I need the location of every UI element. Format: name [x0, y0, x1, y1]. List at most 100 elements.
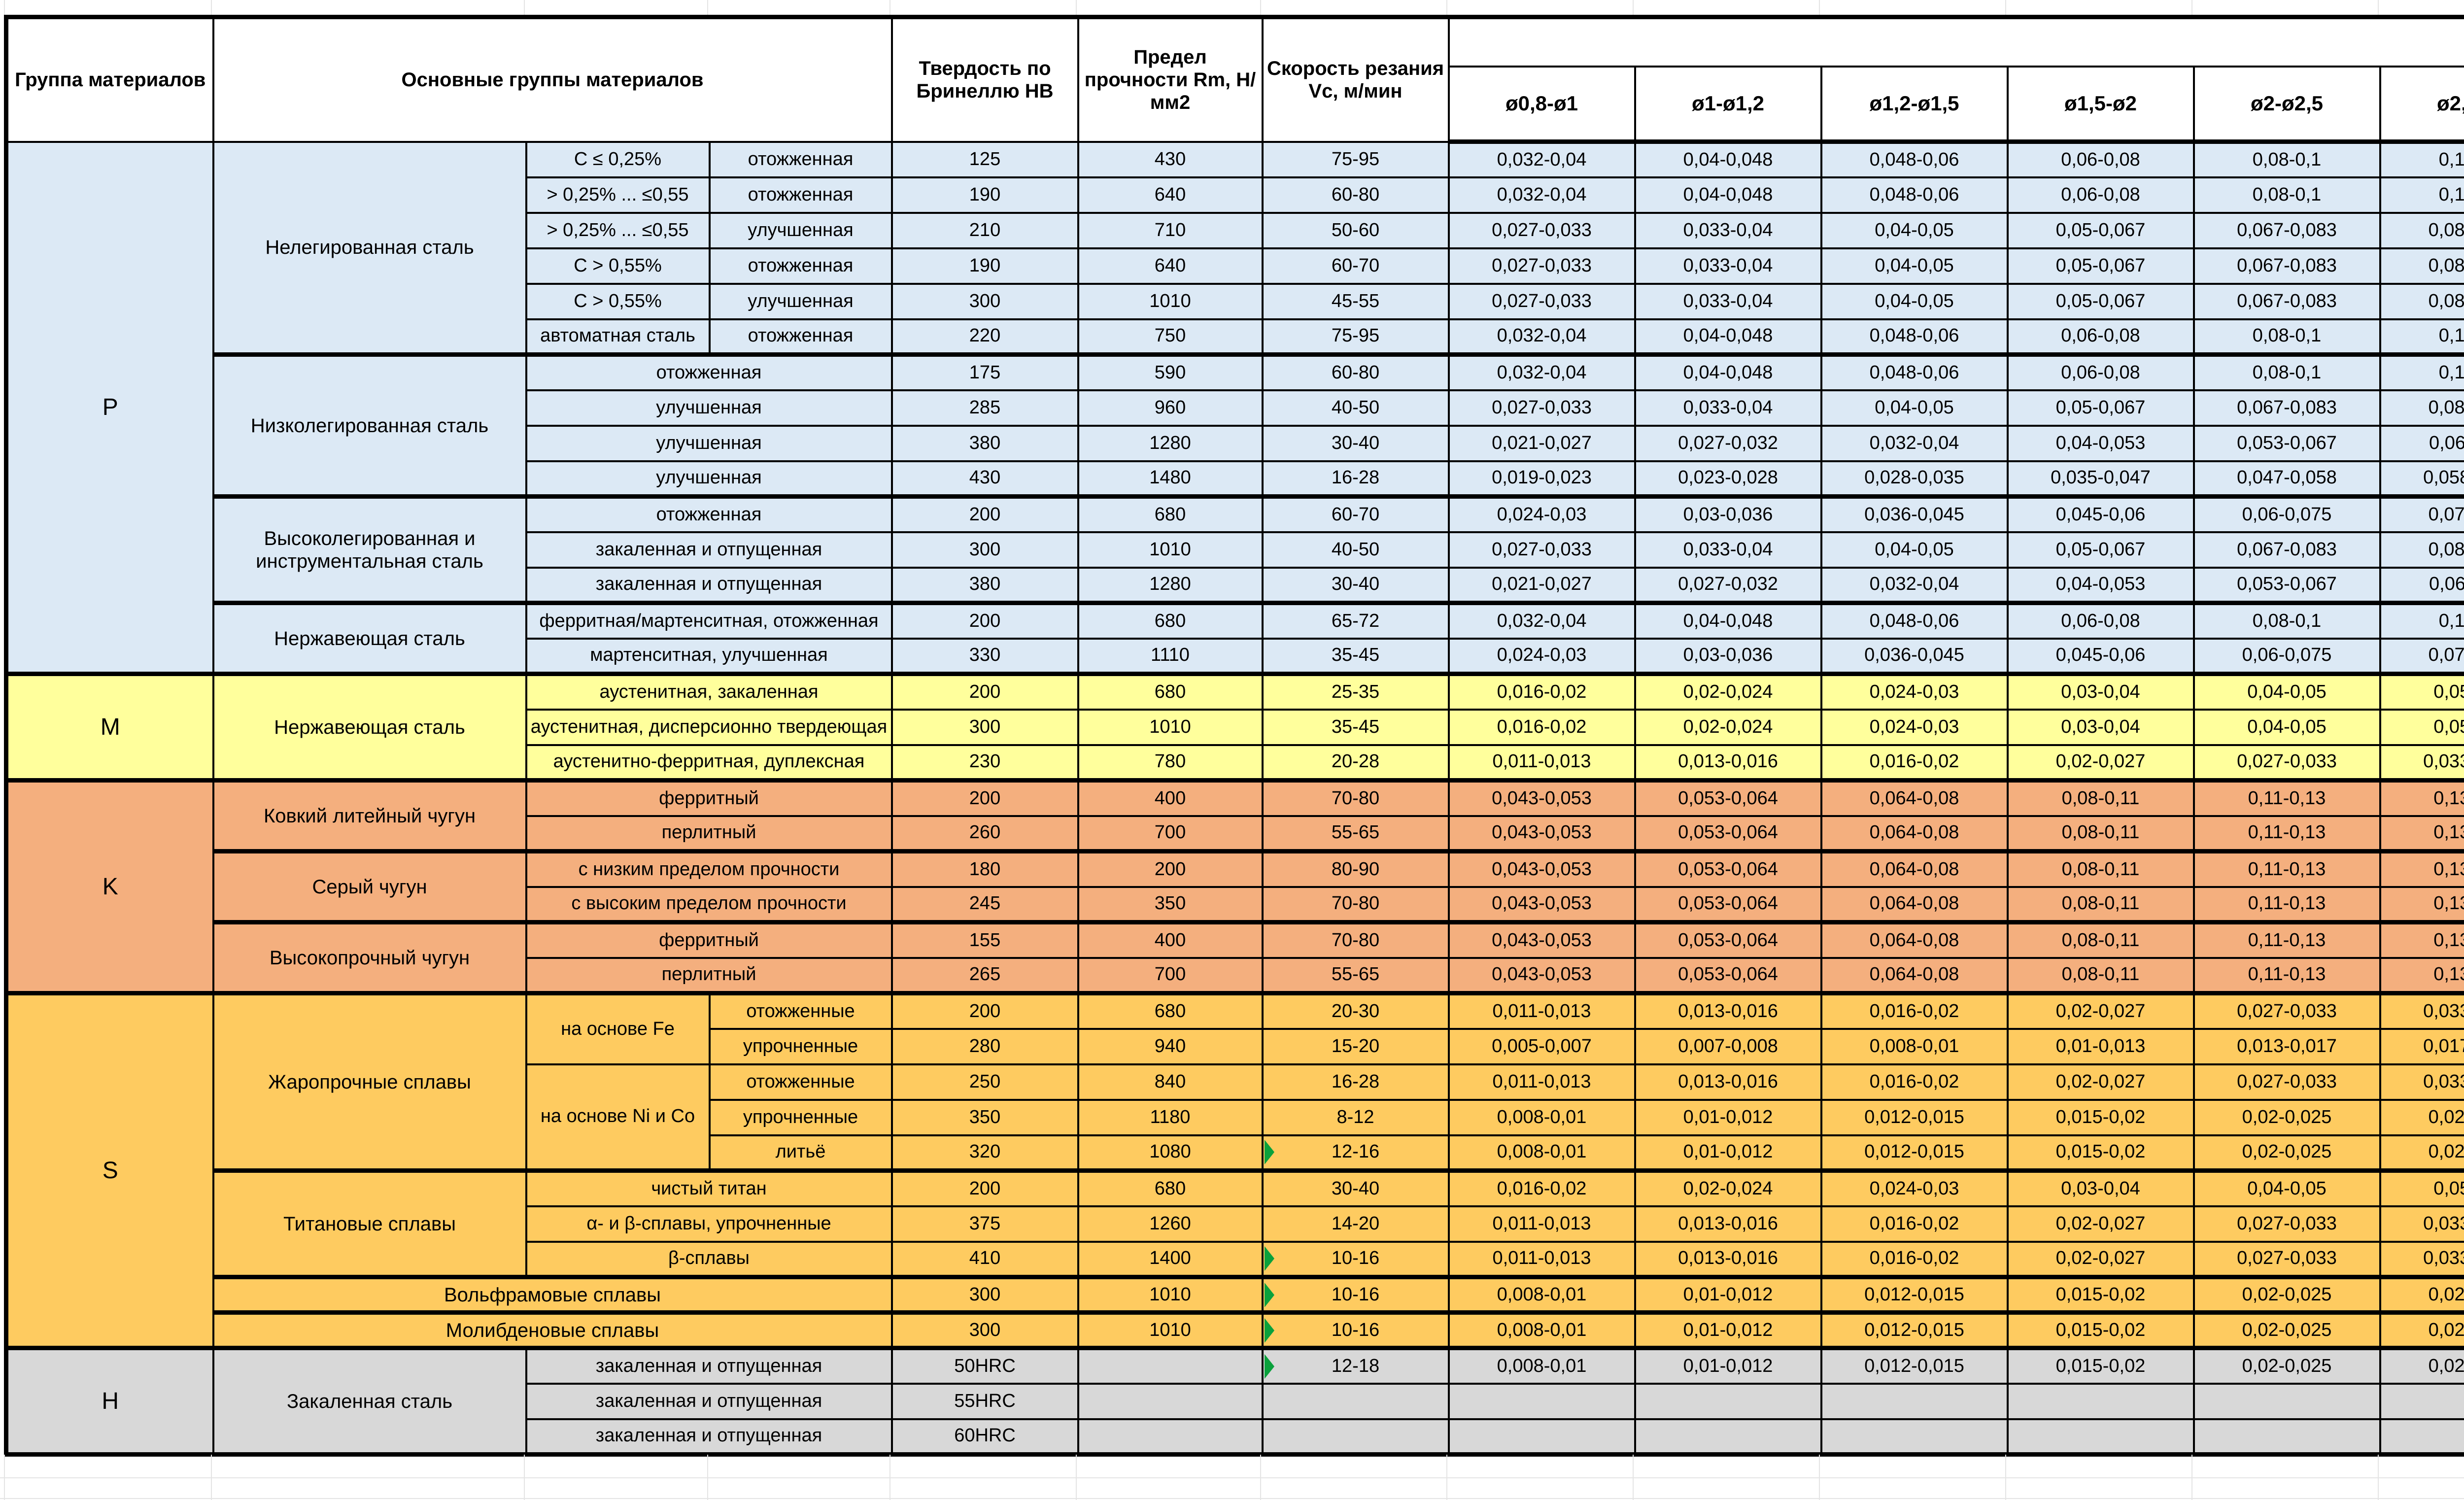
feed-value-cell[interactable]: 0,011-0,013 — [1449, 745, 1635, 781]
speed-cell[interactable]: 10-16 — [1263, 1277, 1449, 1313]
material-sub-cell[interactable]: улучшенная — [526, 390, 892, 426]
material-name-cell[interactable]: Ковкий литейный чугун — [213, 781, 526, 852]
group-letter-cell[interactable]: K — [6, 781, 213, 993]
feed-value-cell[interactable]: 0,04-0,05 — [1821, 213, 2008, 248]
feed-value-cell[interactable]: 0,035-0,047 — [2008, 461, 2194, 497]
feed-value-cell[interactable]: 0,016-0,02 — [1821, 1206, 2008, 1242]
feed-value-cell[interactable]: 0,08-0,11 — [2008, 887, 2194, 922]
material-sub-cell[interactable]: автоматная сталь — [526, 319, 710, 355]
feed-value-cell[interactable]: 0,024-0,03 — [1821, 674, 2008, 710]
feed-value-cell[interactable]: 0,053-0,064 — [1635, 887, 1821, 922]
speed-cell[interactable]: 8-12 — [1263, 1100, 1449, 1135]
material-sub-cell[interactable]: ферритный — [526, 922, 892, 958]
material-sub-cell[interactable]: упрочненные — [710, 1029, 892, 1064]
material-sub-cell[interactable]: закаленная и отпущенная — [526, 532, 892, 568]
feed-value-cell[interactable]: 0,032-0,04 — [1821, 568, 2008, 603]
feed-value-cell[interactable] — [1635, 1384, 1821, 1419]
feed-value-cell[interactable]: 0,064-0,08 — [1821, 816, 2008, 852]
material-sub-cell[interactable]: β-сплавы — [526, 1242, 892, 1277]
feed-value-cell[interactable]: 0,067-0,083 — [2194, 390, 2380, 426]
feed-value-cell[interactable]: 0,04-0,048 — [1635, 319, 1821, 355]
hardness-cell[interactable]: 245 — [892, 887, 1078, 922]
speed-cell[interactable]: 16-28 — [1263, 1064, 1449, 1100]
feed-value-cell[interactable] — [1821, 1419, 2008, 1455]
material-name-cell[interactable]: Вольфрамовые сплавы — [213, 1277, 892, 1313]
feed-value-cell[interactable]: 0,048-0,06 — [1821, 177, 2008, 213]
feed-value-cell[interactable]: 0,045-0,06 — [2008, 497, 2194, 532]
strength-cell[interactable]: 350 — [1078, 887, 1263, 922]
material-sub-cell[interactable]: улучшенная — [526, 461, 892, 497]
feed-value-cell[interactable]: 0,01-0,013 — [2008, 1029, 2194, 1064]
feed-value-cell[interactable] — [2380, 1384, 2464, 1419]
speed-cell[interactable]: 20-30 — [1263, 993, 1449, 1029]
hardness-cell[interactable]: 175 — [892, 355, 1078, 390]
speed-cell[interactable]: 30-40 — [1263, 1171, 1449, 1206]
strength-cell[interactable]: 1110 — [1078, 639, 1263, 674]
feed-value-cell[interactable]: 0,025-0,04 — [2380, 1277, 2464, 1313]
feed-value-cell[interactable]: 0,032-0,04 — [1449, 319, 1635, 355]
feed-value-cell[interactable]: 0,1-0,16 — [2380, 603, 2464, 639]
feed-value-cell[interactable]: 0,02-0,025 — [2194, 1348, 2380, 1384]
feed-value-cell[interactable]: 0,024-0,03 — [1821, 710, 2008, 745]
feed-value-cell[interactable]: 0,027-0,033 — [1449, 248, 1635, 284]
feed-value-cell[interactable]: 0,08-0,11 — [2008, 852, 2194, 887]
feed-value-cell[interactable]: 0,02-0,024 — [1635, 1171, 1821, 1206]
feed-value-cell[interactable]: 0,013-0,016 — [1635, 1242, 1821, 1277]
feed-value-cell[interactable]: 0,03-0,036 — [1635, 639, 1821, 674]
strength-cell[interactable]: 430 — [1078, 142, 1263, 177]
feed-value-cell[interactable]: 0,04-0,05 — [2194, 710, 2380, 745]
header-feed-title[interactable]: Подача Fn, мм/об — [1449, 17, 2464, 67]
feed-value-cell[interactable]: 0,06-0,08 — [2008, 603, 2194, 639]
feed-value-cell[interactable]: 0,043-0,053 — [1449, 958, 1635, 993]
hardness-cell[interactable]: 190 — [892, 248, 1078, 284]
strength-cell[interactable]: 960 — [1078, 390, 1263, 426]
feed-value-cell[interactable]: 0,033-0,053 — [2380, 993, 2464, 1029]
material-sub-cell[interactable]: перлитный — [526, 816, 892, 852]
feed-value-cell[interactable]: 0,064-0,08 — [1821, 922, 2008, 958]
feed-value-cell[interactable]: 0,08-0,11 — [2008, 922, 2194, 958]
feed-value-cell[interactable]: 0,058-0,093 — [2380, 461, 2464, 497]
feed-value-cell[interactable]: 0,008-0,01 — [1449, 1277, 1635, 1313]
strength-cell[interactable]: 1010 — [1078, 1277, 1263, 1313]
feed-value-cell[interactable]: 0,01-0,012 — [1635, 1313, 1821, 1348]
feed-value-cell[interactable]: 0,067-0,11 — [2380, 568, 2464, 603]
material-name-cell[interactable]: Молибденовые сплавы — [213, 1313, 892, 1348]
feed-value-cell[interactable]: 0,11-0,13 — [2194, 958, 2380, 993]
feed-value-cell[interactable]: 0,08-0,1 — [2194, 142, 2380, 177]
feed-value-cell[interactable]: 0,06-0,08 — [2008, 142, 2194, 177]
material-sub-cell[interactable]: аустенитная, закаленная — [526, 674, 892, 710]
strength-cell[interactable]: 710 — [1078, 213, 1263, 248]
speed-cell[interactable]: 60-70 — [1263, 248, 1449, 284]
feed-value-cell[interactable]: 0,067-0,11 — [2380, 426, 2464, 461]
header-feed-col[interactable]: ø2,5-ø4 — [2380, 67, 2464, 142]
hardness-cell[interactable]: 180 — [892, 852, 1078, 887]
hardness-cell[interactable]: 410 — [892, 1242, 1078, 1277]
feed-value-cell[interactable]: 0,06-0,08 — [2008, 319, 2194, 355]
speed-cell[interactable]: 70-80 — [1263, 922, 1449, 958]
material-sub-cell[interactable]: C > 0,55% — [526, 284, 710, 319]
speed-cell[interactable]: 30-40 — [1263, 426, 1449, 461]
hardness-cell[interactable]: 330 — [892, 639, 1078, 674]
feed-value-cell[interactable]: 0,02-0,027 — [2008, 993, 2194, 1029]
feed-value-cell[interactable]: 0,02-0,024 — [1635, 710, 1821, 745]
feed-value-cell[interactable]: 0,033-0,04 — [1635, 390, 1821, 426]
speed-cell[interactable]: 60-70 — [1263, 497, 1449, 532]
material-name-cell[interactable]: Нелегированная сталь — [213, 142, 526, 355]
hardness-cell[interactable]: 190 — [892, 177, 1078, 213]
feed-value-cell[interactable]: 0,02-0,027 — [2008, 1242, 2194, 1277]
feed-value-cell[interactable]: 0,064-0,08 — [1821, 781, 2008, 816]
material-sub-cell[interactable]: аустенитно-ферритная, дуплексная — [526, 745, 892, 781]
feed-value-cell[interactable]: 0,033-0,04 — [1635, 284, 1821, 319]
speed-cell[interactable]: 60-80 — [1263, 355, 1449, 390]
hardness-cell[interactable]: 60HRC — [892, 1419, 1078, 1455]
header-feed-col[interactable]: ø1,5-ø2 — [2008, 67, 2194, 142]
speed-cell[interactable]: 10-16 — [1263, 1313, 1449, 1348]
material-sub-cell[interactable]: C ≤ 0,25% — [526, 142, 710, 177]
feed-value-cell[interactable]: 0,02-0,025 — [2194, 1100, 2380, 1135]
feed-value-cell[interactable]: 0,013-0,016 — [1635, 1064, 1821, 1100]
feed-value-cell[interactable]: 0,016-0,02 — [1821, 1242, 2008, 1277]
feed-value-cell[interactable]: 0,08-0,1 — [2194, 355, 2380, 390]
feed-value-cell[interactable]: 0,08-0,11 — [2008, 816, 2194, 852]
speed-cell[interactable]: 10-16 — [1263, 1242, 1449, 1277]
strength-cell[interactable]: 1180 — [1078, 1100, 1263, 1135]
